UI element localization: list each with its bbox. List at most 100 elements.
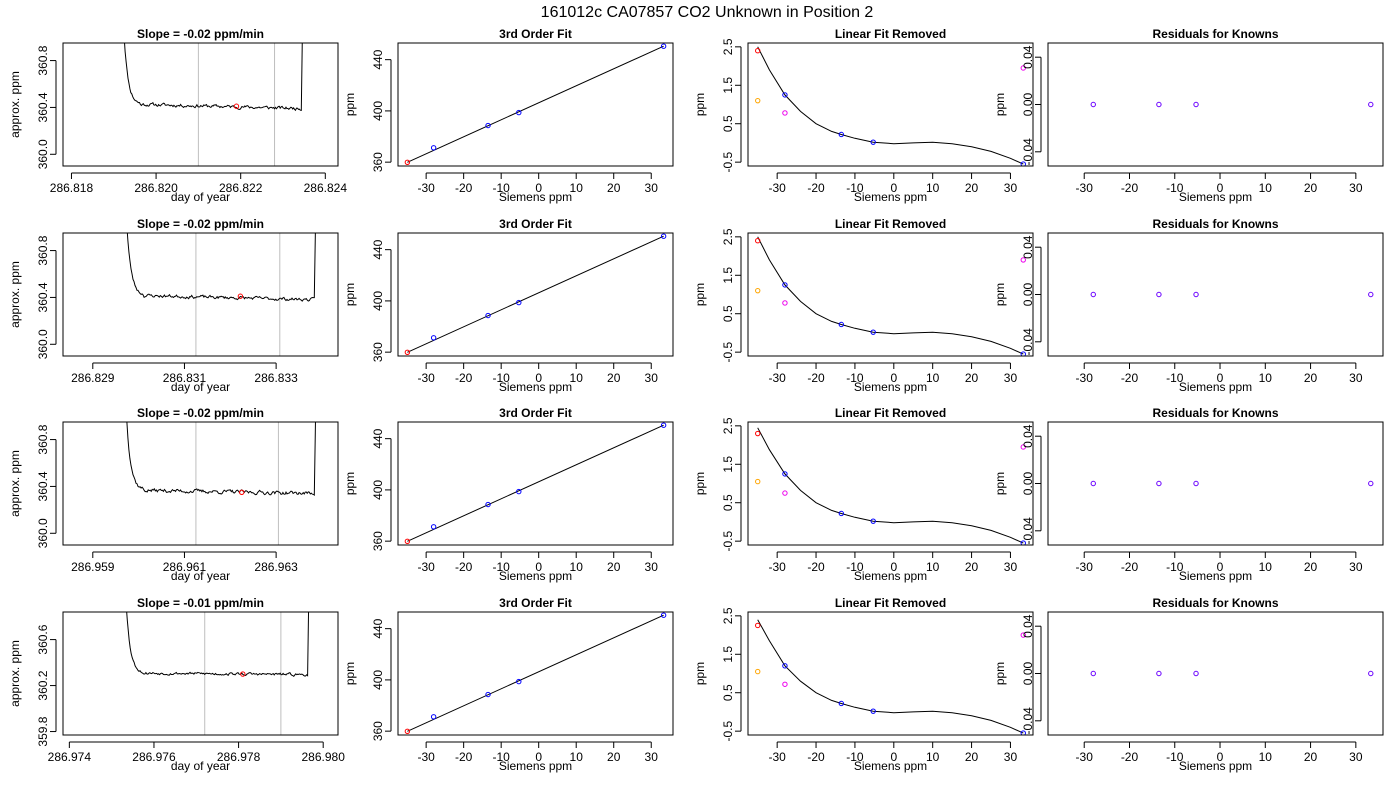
data-point — [1368, 670, 1374, 677]
x-tick-label: 286.963 — [254, 560, 298, 574]
data-point — [1193, 291, 1199, 298]
y-tick-label: 0.00 — [1021, 92, 1035, 116]
y-tick-label: 360 — [371, 342, 385, 362]
plot-frame — [747, 232, 1034, 357]
data-point — [755, 47, 761, 54]
y-tick-label: 0.00 — [1021, 471, 1035, 495]
panel-r1-linres: -30 -20 -10 0 10 20 30 -0.5 0.5 1.5 2.5 Linear Fit … — [693, 27, 1034, 204]
panel-r3-resid: -30 -20 -10 0 10 20 30 -0.04 0.00 0.04 Residuals f… — [993, 406, 1384, 583]
y-tick-label: 0.04 — [1021, 614, 1035, 638]
plot-area — [124, 43, 303, 166]
plot-frame — [1047, 232, 1384, 357]
y-tick-label: -0.04 — [1021, 517, 1035, 545]
x-tick-label: -30 — [768, 371, 786, 385]
x-tick-label: 20 — [965, 181, 979, 195]
data-point — [430, 524, 437, 530]
y-tick-label: 0.5 — [721, 115, 735, 132]
plot-frame — [397, 232, 674, 357]
x-tick-label: 286.974 — [48, 750, 92, 764]
y-tick-label: 0.5 — [721, 494, 735, 511]
x-tick-label: 10 — [926, 750, 940, 764]
panel-r4-linres: -30 -20 -10 0 10 20 30 -0.5 0.5 1.5 2.5 Linear Fit … — [693, 596, 1034, 773]
plot-area — [1090, 291, 1374, 298]
plot-frame — [1047, 421, 1384, 546]
y-tick-label: -0.5 — [721, 151, 735, 172]
y-axis-label: ppm — [693, 472, 707, 495]
y-tick-label: 440 — [371, 239, 385, 259]
panel-title: 3rd Order Fit — [499, 596, 572, 610]
data-point — [1020, 444, 1026, 450]
y-tick-label: -0.04 — [1021, 707, 1035, 735]
x-tick-label: 10 — [570, 750, 584, 764]
plot-frame — [62, 611, 339, 736]
y-tick-label: -0.5 — [721, 720, 735, 741]
plot-area — [755, 427, 1026, 545]
data-point — [485, 122, 491, 129]
data-point — [870, 139, 876, 145]
data-point — [838, 131, 845, 138]
data-point — [755, 97, 761, 104]
x-tick-label: 0 — [1217, 560, 1224, 574]
x-axis-label: Siemens ppm — [854, 380, 927, 394]
x-tick-label: -10 — [846, 181, 864, 195]
x-tick-label: 286.824 — [304, 181, 348, 195]
x-axis-label: Siemens ppm — [1179, 759, 1252, 773]
data-point — [1020, 540, 1026, 545]
concentration-trace — [126, 422, 316, 496]
x-tick-label: 20 — [1304, 181, 1318, 195]
x-tick-label: 30 — [1349, 371, 1363, 385]
panel-title: Linear Fit Removed — [835, 406, 946, 420]
x-tick-label: 10 — [570, 371, 584, 385]
y-tick-label: 360.0 — [36, 518, 50, 548]
panel-r3-linres: -30 -20 -10 0 10 20 30 -0.5 0.5 1.5 2.5 Linear Fit … — [693, 406, 1034, 583]
y-tick-label: 360 — [371, 721, 385, 741]
y-tick-label: 360.0 — [36, 139, 50, 169]
x-tick-label: -20 — [807, 371, 825, 385]
x-tick-label: 30 — [645, 750, 659, 764]
data-point — [755, 237, 761, 244]
data-point — [485, 501, 491, 508]
data-point — [1156, 480, 1162, 487]
y-tick-label: 0.04 — [1021, 45, 1035, 69]
x-tick-label: 10 — [1259, 750, 1273, 764]
data-point — [1156, 670, 1162, 677]
data-point — [755, 622, 761, 629]
data-point — [430, 145, 437, 151]
x-axis-label: day of year — [171, 190, 230, 204]
data-point — [870, 708, 876, 714]
data-point — [755, 287, 761, 294]
x-axis-label: Siemens ppm — [854, 569, 927, 583]
x-tick-label: 10 — [1259, 181, 1273, 195]
panel-r1-fit: -30 -20 -10 0 10 20 30 360 400 440 3rd Order Fit Si… — [343, 27, 674, 204]
x-tick-label: 286.833 — [254, 371, 298, 385]
y-tick-label: 400 — [371, 480, 385, 500]
y-axis-label: ppm — [993, 283, 1007, 306]
x-axis-label: Siemens ppm — [499, 759, 572, 773]
x-tick-label: 0 — [535, 371, 542, 385]
data-point — [1090, 670, 1096, 677]
x-tick-label: -20 — [807, 181, 825, 195]
y-tick-label: 0.00 — [1021, 282, 1035, 306]
y-tick-label: 1.5 — [721, 456, 735, 473]
x-tick-label: -10 — [493, 181, 511, 195]
y-tick-label: 360.8 — [36, 235, 50, 265]
fit-line — [407, 614, 664, 732]
y-tick-label: 2.5 — [721, 228, 735, 245]
plot-frame — [62, 421, 339, 546]
x-tick-label: 286.831 — [163, 371, 207, 385]
data-point — [782, 490, 788, 496]
plot-area — [755, 236, 1026, 356]
plot-area — [755, 619, 1026, 735]
y-tick-label: 360.4 — [36, 92, 50, 122]
y-tick-label: 360.4 — [36, 282, 50, 312]
panel-title: Slope = -0.02 ppm/min — [137, 217, 264, 231]
y-axis-label: ppm — [693, 662, 707, 685]
x-tick-label: 10 — [926, 371, 940, 385]
y-tick-label: -0.5 — [721, 341, 735, 362]
x-tick-label: 286.829 — [71, 371, 115, 385]
x-tick-label: 30 — [1004, 371, 1018, 385]
residual-curve — [757, 236, 1024, 355]
panel-title: Linear Fit Removed — [835, 596, 946, 610]
x-tick-label: -30 — [768, 750, 786, 764]
x-tick-label: -20 — [807, 750, 825, 764]
